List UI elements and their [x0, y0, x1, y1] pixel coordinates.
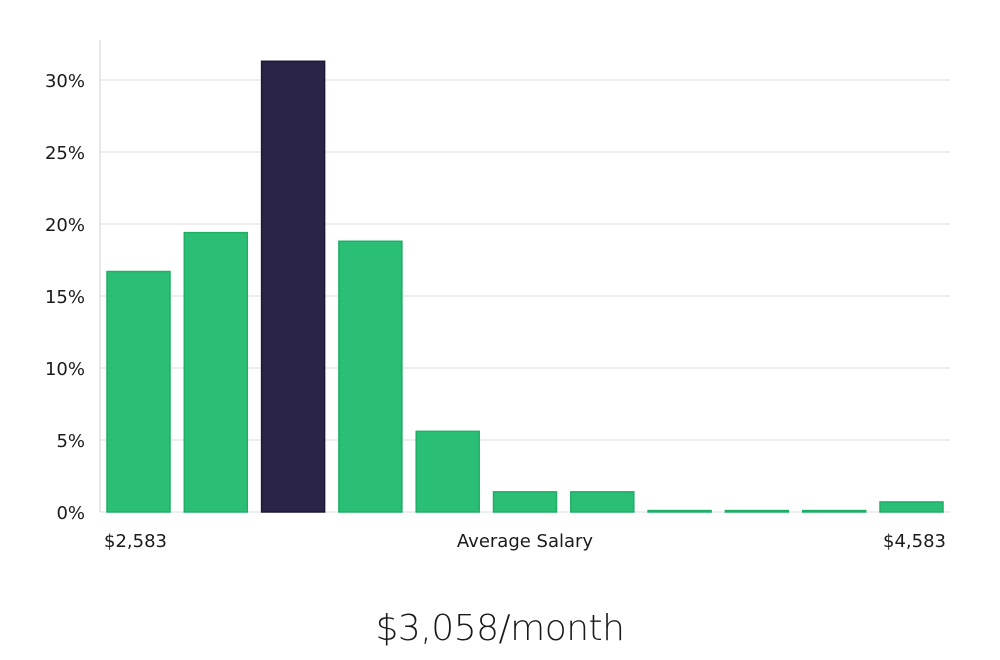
y-tick-label: 25%: [45, 143, 85, 164]
histogram-bar[interactable]: [183, 231, 249, 513]
histogram-bar[interactable]: [724, 509, 790, 513]
histogram-bar[interactable]: [647, 509, 712, 513]
y-tick-label: 10%: [45, 359, 85, 380]
x-axis-title: Average Salary: [457, 531, 594, 552]
average-salary-value: $3,058/month: [375, 608, 625, 649]
x-axis-max-label: $4,583: [883, 531, 946, 552]
y-tick-label: 0%: [56, 503, 85, 524]
bars: [106, 60, 944, 513]
histogram-bar[interactable]: [570, 491, 635, 513]
y-tick-label: 20%: [45, 215, 85, 236]
histogram-bar[interactable]: [106, 270, 171, 513]
histogram-bar[interactable]: [492, 491, 558, 513]
salary-histogram-chart: 0% 5% 10% 15% 20% 25% 30% $2,583 Average Salar…: [45, 40, 950, 552]
histogram-bar[interactable]: [415, 430, 480, 513]
x-axis-min-label: $2,583: [104, 531, 167, 552]
histogram-bar-highlighted[interactable]: [260, 60, 326, 513]
histogram-bar[interactable]: [879, 501, 944, 513]
histogram-bar[interactable]: [801, 509, 867, 513]
y-tick-label: 5%: [56, 431, 85, 452]
y-tick-label: 15%: [45, 287, 85, 308]
y-axis-tick-labels: 0% 5% 10% 15% 20% 25% 30%: [45, 71, 85, 524]
histogram-bar[interactable]: [338, 240, 403, 513]
y-tick-label: 30%: [45, 71, 85, 92]
